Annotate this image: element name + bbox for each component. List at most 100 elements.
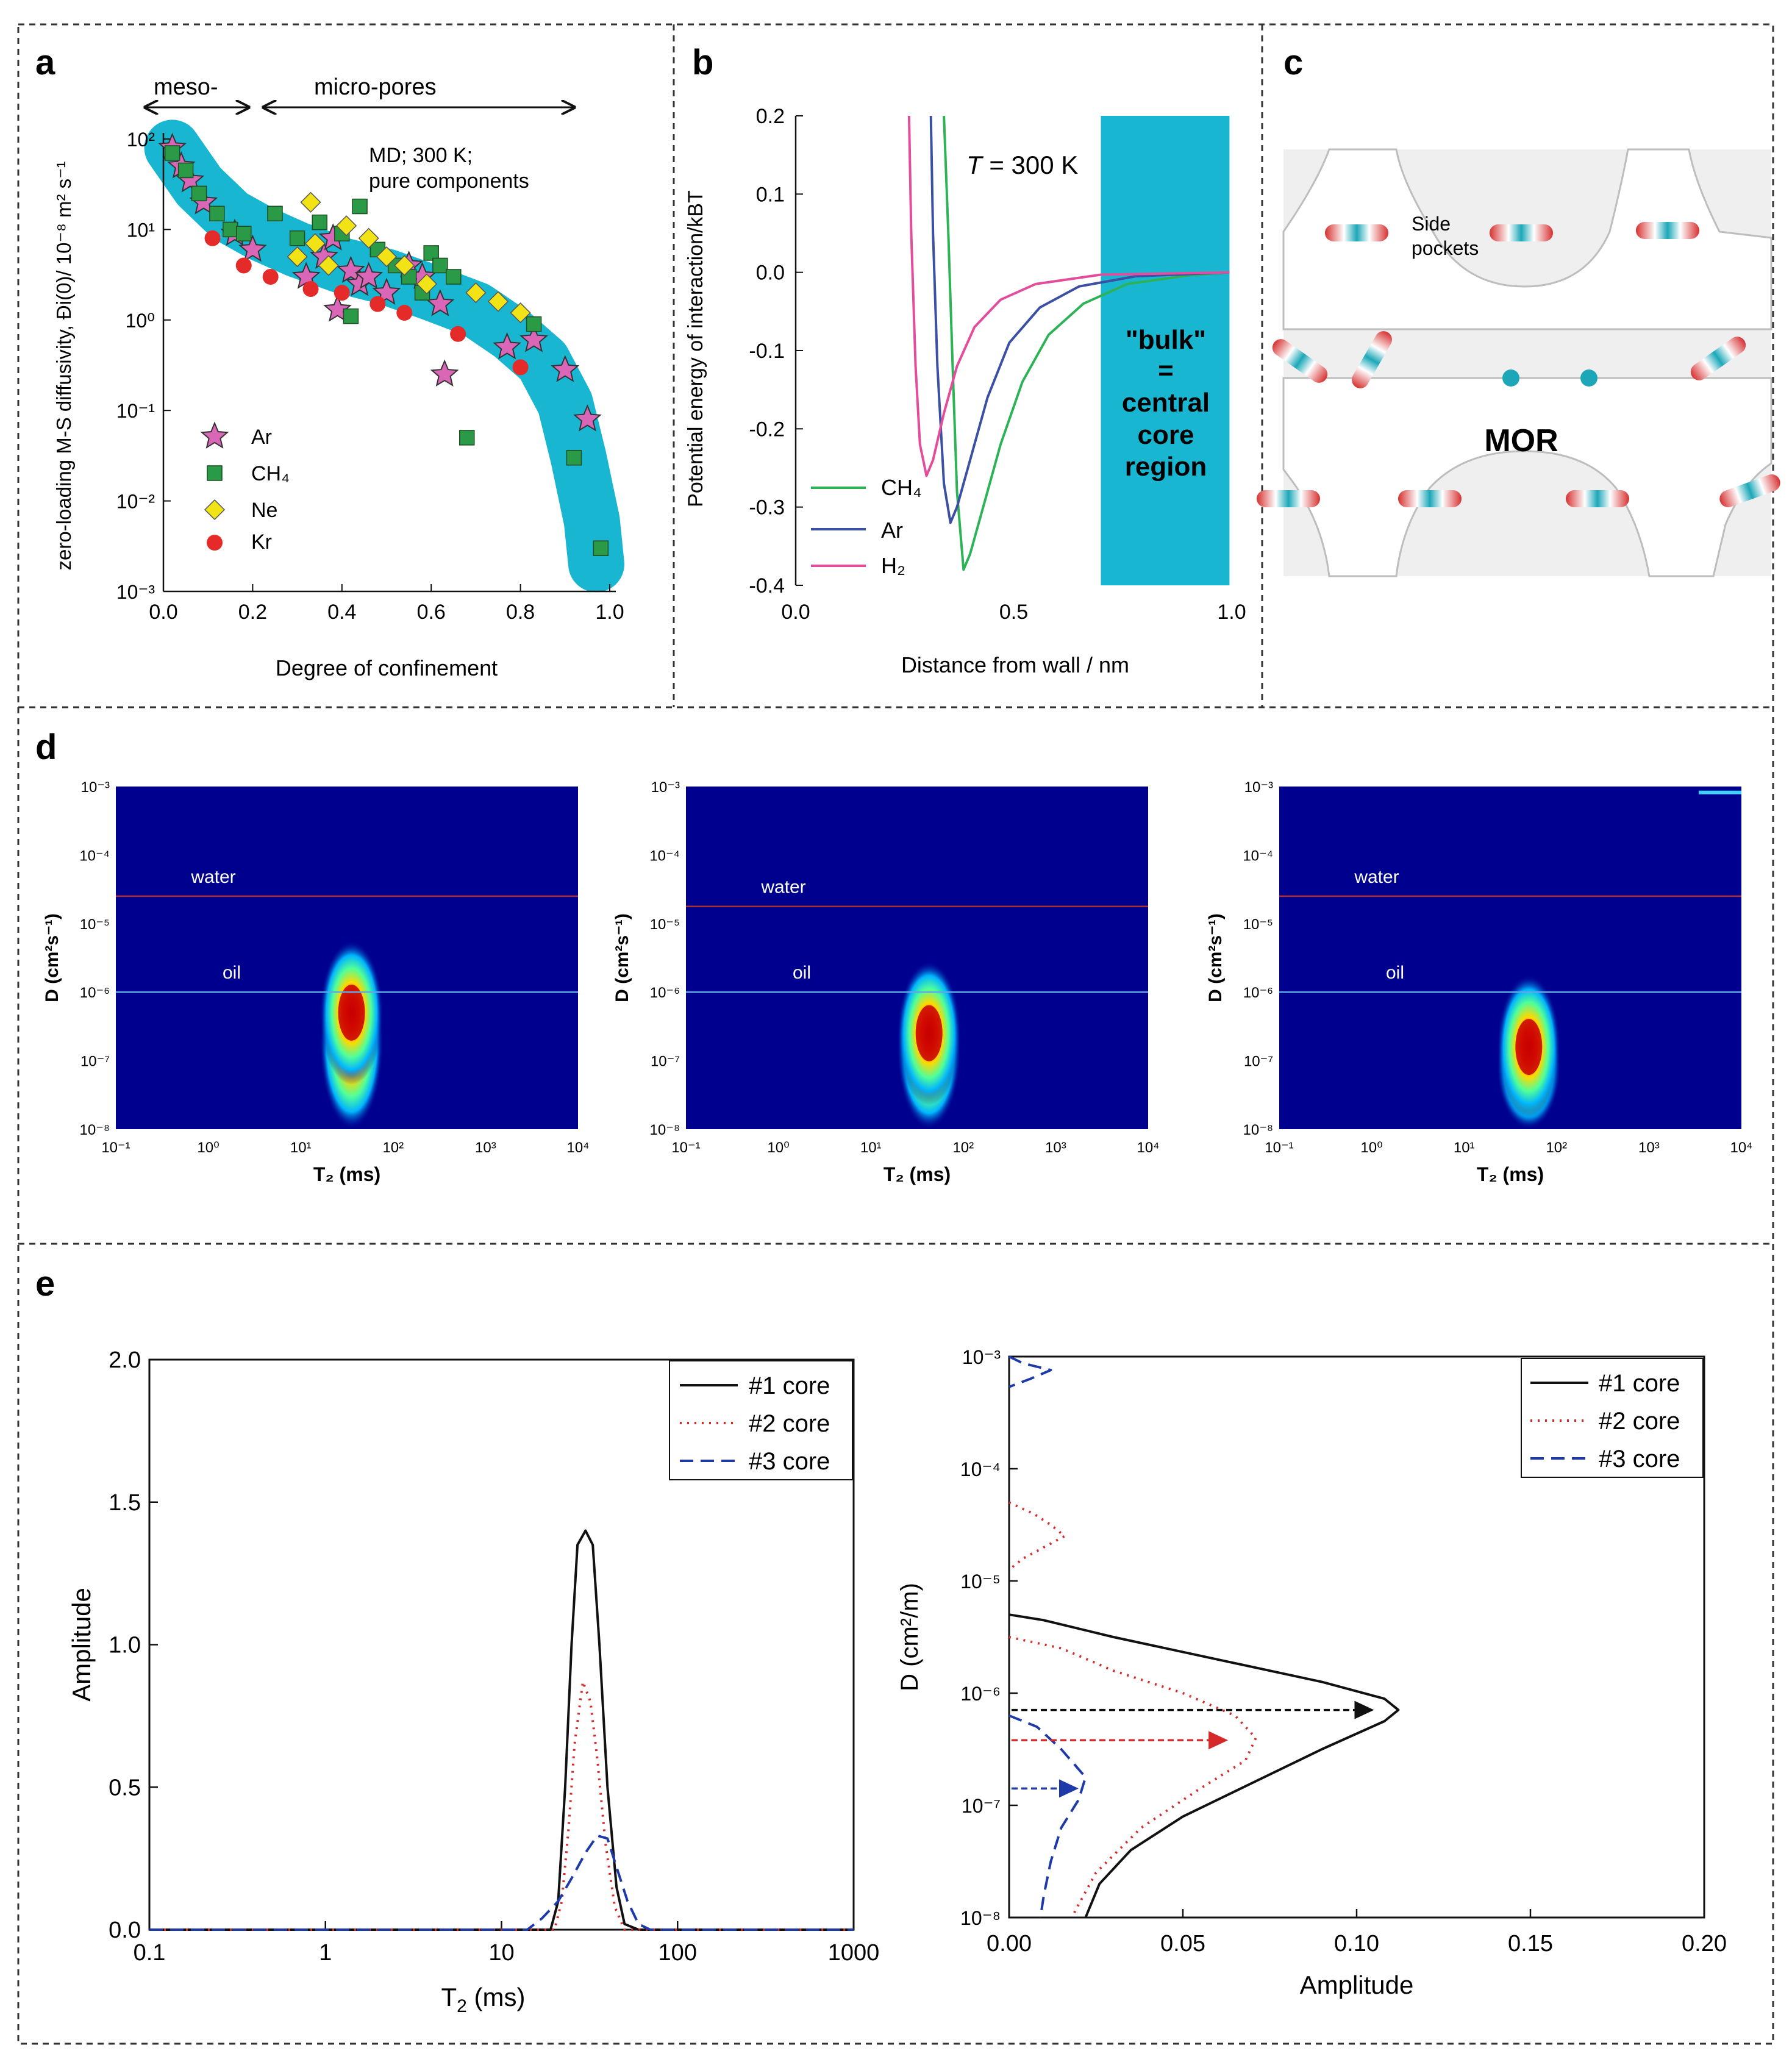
e-right-curve [1008, 1501, 1066, 1571]
e-right-arrow-head [1208, 1731, 1229, 1750]
d-x-tick-label: 10¹ [1454, 1140, 1475, 1156]
e-left-y-tick-label: 1.0 [109, 1633, 141, 1658]
e-right-y-tick-label: 10⁻⁶ [960, 1683, 1001, 1705]
panel-label-c: c [1283, 43, 1303, 82]
e-right-x-tick-label: 0.10 [1334, 1931, 1379, 1957]
a-point-ch4 [289, 230, 305, 246]
a-point-ch4 [191, 185, 207, 202]
a-point-ch4 [343, 308, 359, 324]
a-axes: 0.0 0.2 0.4 0.6 0.8 1.0 10² 10¹ 10⁰ 10⁻¹ 10⁻² 10⁻³ [116, 129, 624, 624]
d-y-tick-label: 10⁻⁶ [80, 985, 110, 1001]
d-xlabel: T₂ (ms) [884, 1163, 951, 1185]
c-guest-atom [1502, 369, 1519, 387]
a-y-tick-label: 10² [127, 129, 155, 151]
e-left-xlabel-part: T [441, 1983, 457, 2011]
b-x-tick-label: 1.0 [1217, 601, 1246, 624]
a-point-ch4 [566, 450, 582, 466]
d-y-tick-label: 10⁻⁷ [1244, 1054, 1273, 1070]
panel-label-b: b [692, 43, 713, 82]
a-point-kr [334, 285, 350, 301]
a-x-tick-label: 1.0 [595, 601, 624, 624]
panel-a-chart: 0.0 0.2 0.4 0.6 0.8 1.010²10¹10⁰10⁻¹10⁻²10⁻³ … [52, 74, 624, 680]
b-bulk-label: "bulk" = central core region [1122, 325, 1210, 482]
d-x-tick-label: 10³ [1638, 1140, 1660, 1156]
b-y-tick-label: -0.1 [749, 340, 785, 363]
a-y-tick-label: 10⁰ [126, 310, 155, 332]
d-y-tick-label: 10⁻⁴ [1243, 847, 1273, 864]
d-y-tick-label: 10⁻⁴ [79, 847, 110, 864]
b-x-tick-label: 0.5 [999, 601, 1028, 624]
b-bulk-region [1101, 116, 1230, 585]
panel-label-d: d [35, 727, 57, 767]
d-oil-label: oil [223, 963, 241, 983]
a-point-ne [465, 282, 487, 304]
e-left-xlabel-sub: 2 [457, 1996, 467, 2016]
a-x-tick-label: 0.0 [149, 601, 177, 624]
d-x-tick-label: 10³ [475, 1140, 496, 1156]
d-y-tick-label: 10⁻⁸ [80, 1122, 110, 1138]
a-legend-ne-marker [204, 499, 226, 521]
e-left-y-tick-label: 2.0 [109, 1347, 141, 1373]
b-curve-h2 [907, 115, 1230, 477]
a-point-ne [376, 246, 398, 268]
b-axes: 0.0 0.5 1.0 0.2 0.1 0.0 -0.1 -0.2 -0.3 -0.4 [749, 105, 1246, 624]
e-left-legend-label: #2 core [749, 1410, 830, 1437]
e-right-legend-label: #2 core [1599, 1408, 1680, 1435]
b-ylabel: Potential energy of interaction/kBT [684, 190, 707, 507]
e-left-x-tick-label: 0.1 [134, 1940, 166, 1966]
a-x-tick-label: 0.4 [327, 601, 356, 624]
b-legend-h2: H₂ [881, 553, 905, 578]
e-left-x-tick-label: 100 [659, 1940, 697, 1966]
e-left-x-tick-label: 1000 [828, 1940, 880, 1966]
a-point-ne [300, 191, 321, 213]
panel-label-a: a [35, 43, 55, 82]
c-molecule-rod [1490, 224, 1553, 241]
d-x-tick-label: 10⁰ [197, 1140, 219, 1156]
d-ylabel: D (cm²s⁻¹) [1205, 913, 1226, 1002]
a-point-ne [336, 215, 357, 237]
d-y-tick-label: 10⁻³ [81, 779, 110, 796]
d-y-tick-label: 10⁻⁶ [650, 985, 680, 1001]
a-point-ch4 [177, 162, 194, 179]
e-right-x-tick-label: 0.15 [1508, 1931, 1553, 1957]
e-right-y-tick-label: 10⁻⁸ [960, 1907, 1001, 1929]
d-oil-label: oil [793, 963, 811, 983]
a-point-kr [396, 305, 413, 321]
c-molecule-rod [1352, 331, 1392, 388]
a-band-path [144, 120, 624, 593]
a-ylabel: zero-loading M-S diffusivity, Đi(0)/ 10⁻… [52, 161, 75, 570]
d-y-tick-label: 10⁻⁵ [80, 916, 110, 933]
d-y-tick-label: 10⁻³ [1244, 779, 1273, 796]
a-point-kr [262, 268, 279, 285]
e-left-x-tick-label: 10 [488, 1940, 514, 1966]
e-right-curve [1008, 1613, 1400, 1918]
a-point-ch4 [593, 540, 609, 556]
c-side-pockets-line2: pockets [1412, 237, 1479, 259]
c-guest-atom [1580, 369, 1597, 387]
a-point-ar [354, 262, 384, 289]
panel-e-t2-distribution: 0.1 1 10 100 1000 0.0 0.5 1.0 1.5 2.0 #1 core #2 co… [67, 1347, 879, 2016]
panel-borders [17, 23, 1774, 2045]
e-left-legend: #1 core #2 core #3 core [669, 1360, 853, 1480]
a-meso-label: meso- [154, 74, 218, 100]
b-bulk-line2: = [1158, 355, 1174, 385]
a-point-ch4 [432, 257, 448, 274]
d-x-tick-label: 10² [952, 1140, 974, 1156]
e-right-y-tick-label: 10⁻⁴ [960, 1458, 1001, 1480]
e-left-y-tick-label: 0.5 [109, 1775, 141, 1800]
d-x-tick-label: 10¹ [290, 1140, 312, 1156]
a-point-ar [573, 404, 602, 432]
e-right-curve [1008, 1636, 1257, 1918]
e-right-x-tick-label: 0.05 [1160, 1931, 1205, 1957]
d-oil-label: oil [1386, 963, 1404, 983]
e-left-curve-core2 [149, 1680, 854, 1931]
e-left-y-tick-label: 1.5 [109, 1490, 141, 1516]
b-bulk-line4: core [1138, 420, 1194, 450]
a-point-ch4 [223, 221, 238, 238]
a-point-ar [430, 359, 459, 387]
e-right-legend: #1 core #2 core #3 core [1521, 1358, 1704, 1478]
a-point-ne [358, 227, 379, 249]
d-ylabel: D (cm²s⁻¹) [42, 913, 62, 1002]
d-y-tick-label: 10⁻⁵ [650, 916, 680, 933]
